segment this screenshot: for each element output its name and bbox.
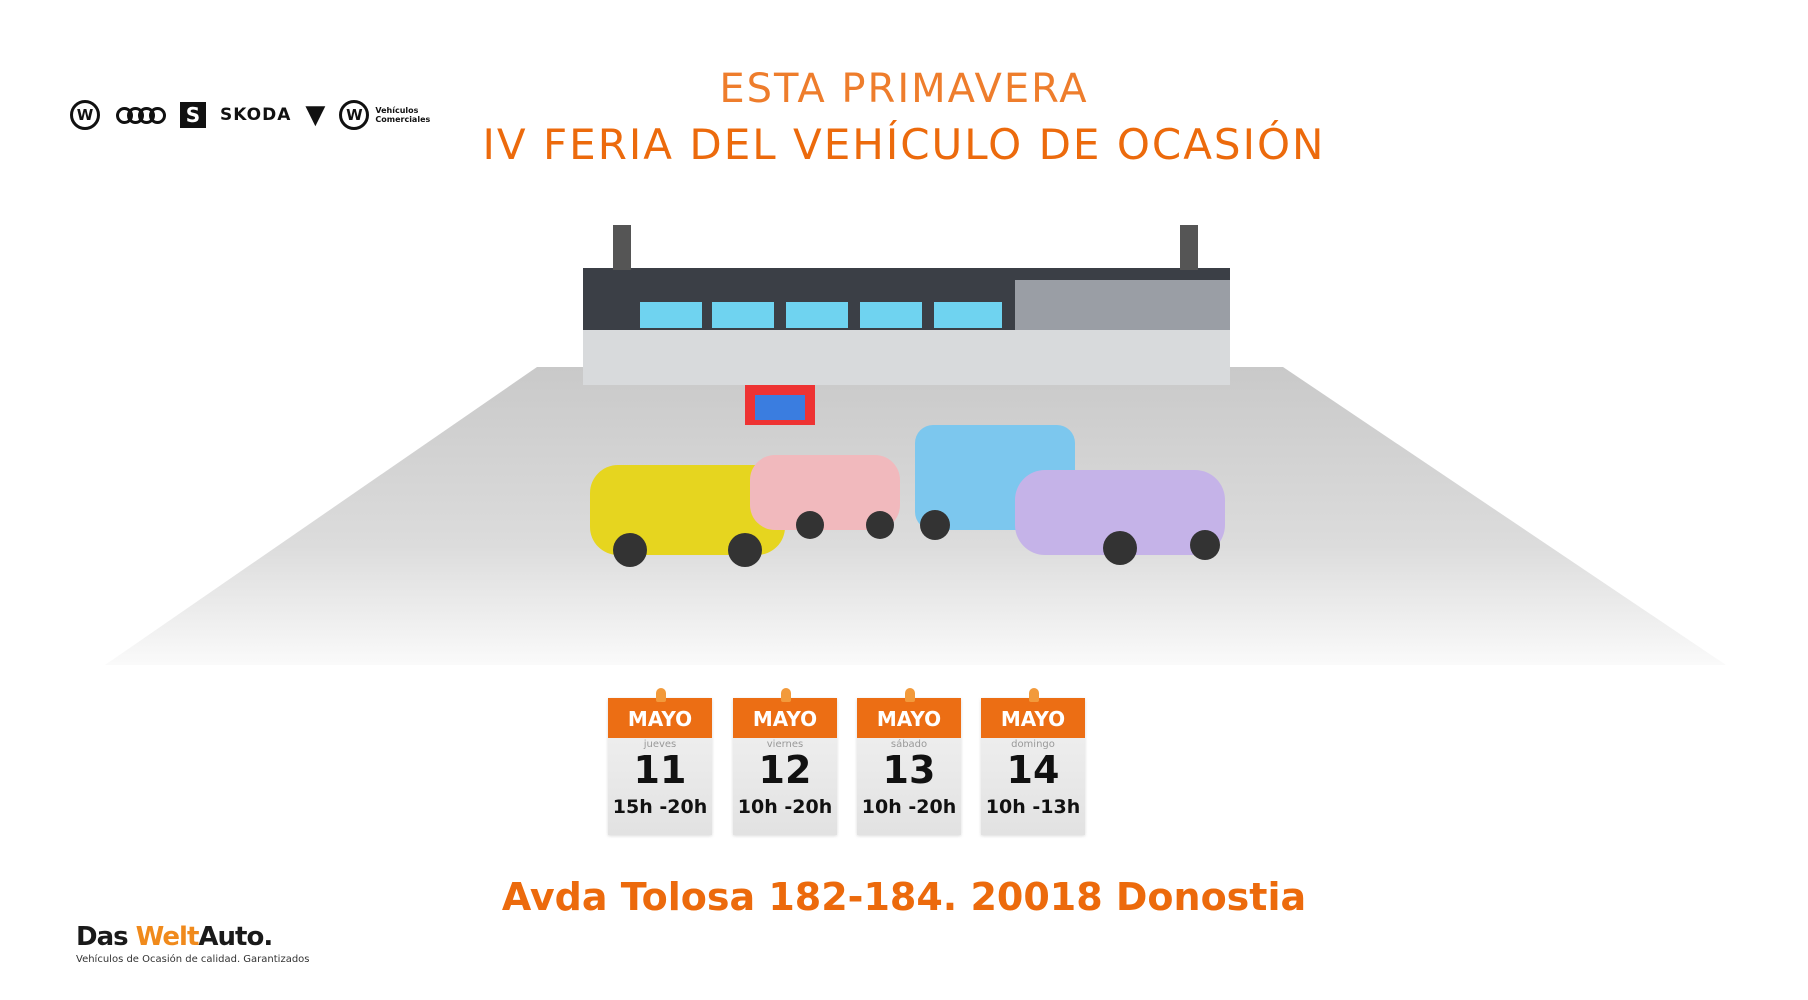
date-weekday: domingo [1011,739,1055,750]
date-month: MAYO [981,698,1085,738]
seat-logo-icon: S [180,102,206,128]
date-day: 13 [882,748,936,792]
pushpin-icon [1029,688,1039,702]
date-day: 14 [1006,748,1060,792]
vw-commercial-label: Vehículos Comerciales [375,106,431,124]
purple-hatchback-car [1015,470,1225,565]
das-weltauto-logo: Das WeltAuto. Vehículos de Ocasión de ca… [76,922,310,965]
yellow-suv-car [590,465,785,567]
date-weekday: jueves [643,739,677,750]
audi-logo-icon [116,106,166,124]
logo-das: Das [76,922,136,952]
headline-line2: IV FERIA DEL VEHÍCULO DE OCASIÓN [482,120,1326,169]
date-month: MAYO [733,698,837,738]
date-card: MAYO domingo 14 10h -13h [981,688,1085,835]
date-day: 12 [758,748,812,792]
vw-commercial-logo-icon: W [339,100,370,130]
date-hours: 10h -20h [861,796,957,818]
volkswagen-logo-icon: W [70,100,100,130]
date-month: MAYO [608,698,712,738]
date-hours: 15h -20h [612,796,708,818]
logo-welt: Welt [135,922,200,952]
date-hours: 10h -20h [737,796,833,818]
logo-tagline: Vehículos de Ocasión de calidad. Garanti… [76,954,310,965]
brand-logos: W S SKODA ▼ W Vehículos Comerciales [70,100,431,130]
skoda-logo: SKODA [220,105,292,125]
date-card: MAYO sábado 13 10h -20h [857,688,961,835]
pink-suv-car [750,455,900,539]
date-weekday: viernes [766,739,804,750]
pushpin-icon [905,688,915,702]
pushpin-icon [656,688,666,702]
logo-auto: Auto. [198,922,273,952]
headline-line1: ESTA PRIMAVERA [719,66,1089,112]
date-hours: 10h -13h [985,796,1081,818]
date-card: MAYO jueves 11 15h -20h [608,688,712,835]
date-card: MAYO viernes 12 10h -20h [733,688,837,835]
date-day: 11 [633,748,687,792]
bouncy-castle-icon [745,385,815,425]
cupra-logo-icon: ▼ [305,100,326,130]
event-address: Avda Tolosa 182-184. 20018 Donostia [501,875,1307,919]
date-weekday: sábado [890,739,928,750]
pushpin-icon [781,688,791,702]
date-month: MAYO [857,698,961,738]
dealership-building [583,225,1230,385]
